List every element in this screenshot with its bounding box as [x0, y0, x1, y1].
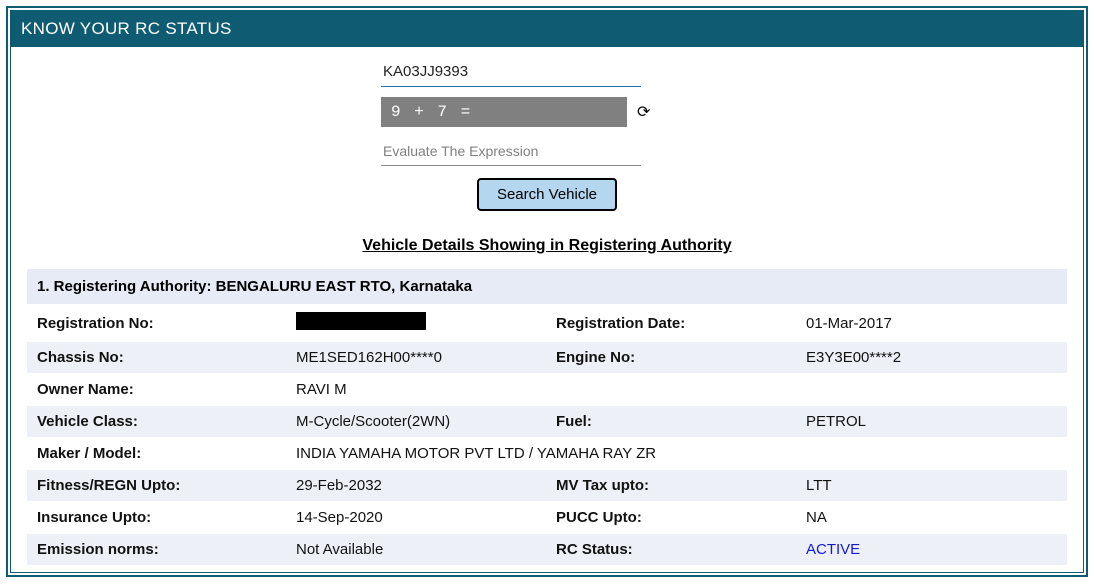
- label-engine: Engine No:: [552, 342, 802, 373]
- redacted-block: [296, 312, 426, 330]
- table-row: Maker / Model: INDIA YAMAHA MOTOR PVT LT…: [27, 438, 1067, 470]
- value-fuel: PETROL: [802, 406, 1067, 437]
- value-mvtax: LTT: [802, 470, 1067, 501]
- table-row: Insurance Upto: 14-Sep-2020 PUCC Upto: N…: [27, 502, 1067, 534]
- value-registration-date: 01-Mar-2017: [802, 308, 1067, 339]
- value-engine: E3Y3E00****2: [802, 342, 1067, 373]
- value-pucc: NA: [802, 502, 1067, 533]
- registration-input[interactable]: [381, 59, 641, 87]
- content-area: 9 + 7 = ⟳ Search Vehicle Vehicle Details…: [11, 47, 1083, 572]
- captcha-image: 9 + 7 =: [381, 97, 627, 127]
- label-registration-date: Registration Date:: [552, 308, 802, 339]
- value-emission: Not Available: [292, 534, 552, 565]
- page-title: KNOW YOUR RC STATUS: [11, 11, 1083, 47]
- label-fuel: Fuel:: [552, 406, 802, 437]
- label-emission: Emission norms:: [27, 534, 292, 565]
- label-vehicle-class: Vehicle Class:: [27, 406, 292, 437]
- authority-header: 1. Registering Authority: BENGALURU EAST…: [27, 269, 1067, 305]
- value-rc-status: ACTIVE: [802, 534, 1067, 565]
- label-maker: Maker / Model:: [27, 438, 292, 469]
- table-row: Emission norms: Not Available RC Status:…: [27, 534, 1067, 566]
- panel-inner: KNOW YOUR RC STATUS 9 + 7 = ⟳ Search Veh…: [10, 10, 1084, 573]
- label-fitness: Fitness/REGN Upto:: [27, 470, 292, 501]
- table-row: Fitness/REGN Upto: 29-Feb-2032 MV Tax up…: [27, 470, 1067, 502]
- label-rc-status: RC Status:: [552, 534, 802, 565]
- value-registration-no: [292, 305, 552, 341]
- refresh-captcha-icon[interactable]: ⟳: [637, 102, 650, 122]
- value-maker: INDIA YAMAHA MOTOR PVT LTD / YAMAHA RAY …: [292, 438, 1067, 469]
- table-row: Owner Name: RAVI M: [27, 374, 1067, 406]
- value-vehicle-class: M-Cycle/Scooter(2WN): [292, 406, 552, 437]
- label-pucc: PUCC Upto:: [552, 502, 802, 533]
- table-row: Vehicle Class: M-Cycle/Scooter(2WN) Fuel…: [27, 406, 1067, 438]
- label-mvtax: MV Tax upto:: [552, 470, 802, 501]
- value-chassis: ME1SED162H00****0: [292, 342, 552, 373]
- value-fitness: 29-Feb-2032: [292, 470, 552, 501]
- captcha-answer-input[interactable]: [381, 135, 641, 166]
- vehicle-details: 1. Registering Authority: BENGALURU EAST…: [27, 269, 1067, 566]
- search-vehicle-button[interactable]: Search Vehicle: [477, 178, 617, 211]
- value-insurance: 14-Sep-2020: [292, 502, 552, 533]
- label-registration-no: Registration No:: [27, 308, 292, 339]
- label-chassis: Chassis No:: [27, 342, 292, 373]
- search-form: 9 + 7 = ⟳ Search Vehicle: [11, 47, 1083, 225]
- section-heading: Vehicle Details Showing in Registering A…: [11, 237, 1083, 255]
- panel-outer: KNOW YOUR RC STATUS 9 + 7 = ⟳ Search Veh…: [6, 6, 1088, 577]
- table-row: Chassis No: ME1SED162H00****0 Engine No:…: [27, 342, 1067, 374]
- table-row: Registration No: Registration Date: 01-M…: [27, 305, 1067, 342]
- label-owner: Owner Name:: [27, 374, 292, 405]
- value-owner: RAVI M: [292, 374, 1067, 405]
- label-insurance: Insurance Upto:: [27, 502, 292, 533]
